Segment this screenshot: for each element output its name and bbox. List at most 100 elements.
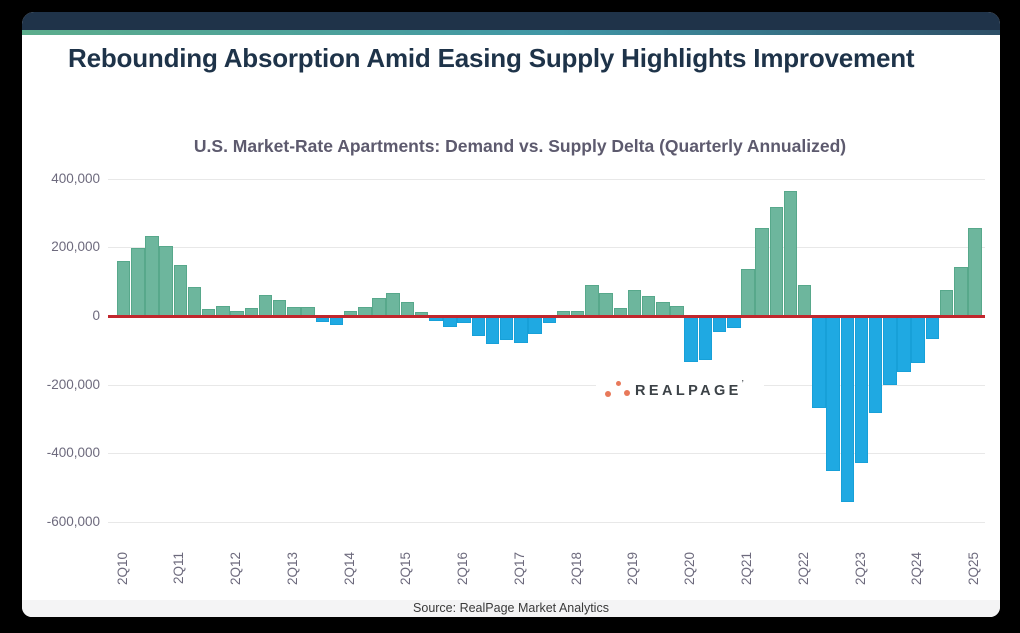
bar-2Q10 — [116, 261, 131, 317]
bar-1Q24 — [897, 318, 911, 373]
x-axis-label-2Q18: 2Q18 — [568, 552, 584, 586]
bar-3Q20 — [698, 318, 713, 361]
bar-4Q18 — [599, 292, 613, 317]
gridline--200,000 — [108, 385, 985, 386]
bar-4Q13 — [315, 318, 329, 322]
zero-axis-line — [108, 315, 985, 318]
trademark-mark: ’ — [741, 380, 744, 387]
bar-3Q14 — [358, 306, 372, 317]
x-axis-label-2Q24: 2Q24 — [909, 552, 925, 586]
bar-4Q15 — [429, 318, 443, 322]
bar-3Q22 — [812, 318, 826, 408]
x-axis-label-2Q22: 2Q22 — [795, 552, 811, 586]
y-axis-label: 0 — [92, 308, 100, 323]
bar-2Q12 — [230, 310, 244, 317]
y-axis-label: 200,000 — [51, 239, 100, 254]
x-axis-label-2Q16: 2Q16 — [455, 552, 471, 586]
bar-1Q12 — [216, 306, 230, 317]
bar-1Q20 — [670, 306, 684, 317]
bar-2Q21 — [741, 268, 755, 317]
x-axis-label-2Q12: 2Q12 — [228, 552, 244, 586]
bar-3Q19 — [641, 296, 656, 317]
x-axis-label-2Q11: 2Q11 — [171, 552, 187, 585]
bar-1Q23 — [840, 318, 855, 502]
bar-1Q13 — [272, 299, 287, 317]
bar-1Q21 — [727, 318, 741, 328]
bar-4Q17 — [542, 318, 557, 323]
bar-1Q18 — [556, 310, 571, 317]
y-axis-label: -400,000 — [46, 445, 100, 460]
bar-2Q13 — [287, 307, 301, 317]
bar-2Q23 — [854, 318, 869, 463]
bar-3Q21 — [755, 227, 769, 317]
bar-4Q20 — [712, 318, 727, 332]
bar-4Q19 — [656, 302, 670, 317]
logo-dot-icon — [605, 391, 611, 397]
source-strip: Source: RealPage Market Analytics — [22, 600, 1000, 617]
x-axis-label-2Q17: 2Q17 — [511, 552, 527, 586]
bar-3Q12 — [244, 307, 259, 317]
x-axis-label-2Q19: 2Q19 — [625, 552, 641, 586]
bar-2Q24 — [911, 318, 925, 364]
y-axis-label: -600,000 — [46, 514, 100, 529]
source-text: Source: RealPage Market Analytics — [413, 601, 609, 615]
bar-4Q11 — [201, 309, 216, 317]
bar-4Q21 — [769, 207, 784, 317]
bar-1Q11 — [159, 246, 173, 317]
bar-4Q10 — [145, 236, 159, 317]
x-axis-label-2Q23: 2Q23 — [852, 552, 868, 586]
x-axis-label-2Q15: 2Q15 — [398, 552, 414, 586]
bar-1Q16 — [443, 318, 457, 327]
bar-3Q13 — [301, 307, 315, 317]
bar-2Q16 — [457, 318, 471, 323]
infographic-card: Rebounding Absorption Amid Easing Supply… — [22, 12, 1000, 617]
gridline--600,000 — [108, 522, 985, 523]
gridline-200,000 — [108, 247, 985, 248]
accent-gradient-line — [22, 30, 1000, 35]
y-axis-label: -200,000 — [46, 377, 100, 392]
bar-2Q14 — [343, 310, 358, 317]
bar-4Q23 — [883, 318, 897, 386]
x-axis-label-2Q14: 2Q14 — [341, 552, 357, 586]
bar-1Q14 — [329, 318, 344, 325]
bar-3Q24 — [925, 318, 940, 340]
bar-3Q10 — [131, 248, 145, 317]
bar-4Q22 — [826, 318, 840, 471]
bar-3Q18 — [585, 285, 599, 317]
page-title: Rebounding Absorption Amid Easing Supply… — [68, 43, 915, 73]
bar-2Q19 — [627, 290, 642, 317]
gridline-400,000 — [108, 179, 985, 180]
bar-1Q22 — [783, 191, 798, 317]
bar-2Q22 — [797, 285, 812, 317]
x-axis-label-2Q20: 2Q20 — [682, 552, 698, 586]
bar-2Q18 — [570, 310, 585, 317]
x-axis-label-2Q10: 2Q10 — [114, 552, 130, 586]
bar-3Q11 — [187, 286, 202, 317]
x-axis-label-2Q13: 2Q13 — [284, 552, 300, 586]
bar-chart: 400,000 200,000 0 -200,000 -400,000 -600,000 2… — [22, 12, 1000, 617]
bar-2Q17 — [514, 318, 528, 343]
bar-1Q15 — [386, 292, 400, 317]
bar-4Q24 — [939, 289, 954, 317]
bar-1Q25 — [954, 266, 968, 317]
logo-dot-icon — [624, 390, 630, 396]
bar-2Q11 — [173, 265, 188, 317]
bar-1Q17 — [499, 318, 514, 341]
bar-3Q15 — [414, 311, 429, 317]
bar-2Q25 — [968, 228, 982, 317]
x-axis-label-2Q21: 2Q21 — [739, 552, 754, 586]
bar-2Q20 — [684, 318, 698, 362]
bar-4Q14 — [372, 297, 386, 317]
logo-dot-icon — [616, 381, 621, 386]
gridline--400,000 — [108, 453, 985, 454]
watermark-wordmark: REALPAGE’ — [635, 380, 744, 399]
x-axis-label-2Q25: 2Q25 — [966, 552, 981, 586]
bar-2Q15 — [400, 302, 415, 317]
bar-3Q23 — [868, 318, 883, 414]
bar-3Q16 — [471, 318, 486, 337]
bar-1Q19 — [613, 308, 627, 317]
bar-4Q12 — [258, 295, 273, 317]
chart-title: U.S. Market-Rate Apartments: Demand vs. … — [193, 136, 847, 156]
header-bar — [22, 12, 1000, 30]
